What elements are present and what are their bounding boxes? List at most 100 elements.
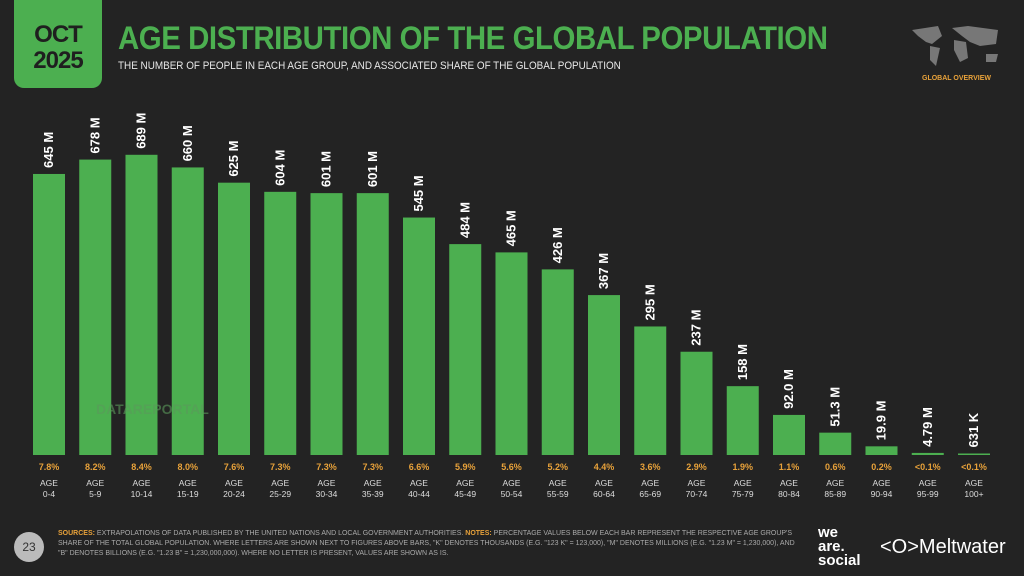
- age-category-label: 85-89: [824, 489, 846, 499]
- bar-90-94: [865, 446, 898, 455]
- share-label: 1.1%: [779, 462, 800, 472]
- age-prefix-label: AGE: [410, 478, 428, 488]
- value-label: 545 M: [411, 175, 426, 211]
- age-category-label: 50-54: [501, 489, 523, 499]
- share-label: 7.8%: [39, 462, 60, 472]
- age-category-label: 15-19: [177, 489, 199, 499]
- value-label: 631 K: [966, 412, 981, 447]
- value-label: 660 M: [180, 125, 195, 161]
- age-category-label: 75-79: [732, 489, 754, 499]
- age-category-label: 100+: [964, 489, 983, 499]
- age-category-label: 10-14: [131, 489, 153, 499]
- sources-label: SOURCES:: [58, 530, 95, 537]
- age-prefix-label: AGE: [641, 478, 659, 488]
- value-label: 92.0 M: [781, 369, 796, 409]
- value-label: 295 M: [642, 284, 657, 320]
- value-label: 426 M: [550, 227, 565, 263]
- datareportal-watermark: DATAREPORTAL: [96, 401, 209, 417]
- share-label: <0.1%: [961, 462, 987, 472]
- section-label: GLOBAL OVERVIEW: [922, 75, 991, 82]
- value-label: 625 M: [226, 141, 241, 177]
- value-label: 678 M: [87, 117, 102, 153]
- age-category-label: 95-99: [917, 489, 939, 499]
- bar-75-79: [726, 386, 759, 455]
- date-month: OCT: [34, 21, 83, 48]
- value-label: 484 M: [457, 202, 472, 238]
- age-category-label: 20-24: [223, 489, 245, 499]
- age-category-label: 30-34: [316, 489, 338, 499]
- bar-95-99: [911, 452, 944, 455]
- value-label: 601 M: [365, 151, 380, 187]
- date-badge: OCT 2025: [14, 0, 102, 88]
- value-label: 237 M: [689, 310, 704, 346]
- bar-5-9: [79, 159, 112, 456]
- value-label: 645 M: [41, 132, 56, 168]
- value-label: 604 M: [272, 150, 287, 186]
- share-label: 6.6%: [409, 462, 430, 472]
- share-label: 7.3%: [362, 462, 383, 472]
- share-label: 0.6%: [825, 462, 846, 472]
- bar-55-59: [541, 269, 574, 455]
- age-category-label: 90-94: [871, 489, 893, 499]
- age-category-label: 35-39: [362, 489, 384, 499]
- age-category-label: 70-74: [686, 489, 708, 499]
- bar-45-49: [449, 244, 482, 455]
- value-label: 601 M: [319, 151, 334, 187]
- share-label: 0.2%: [871, 462, 892, 472]
- share-label: 5.6%: [501, 462, 522, 472]
- notes-text: PERCENTAGE VALUES BELOW EACH BAR REPRESE…: [58, 530, 795, 557]
- age-prefix-label: AGE: [780, 478, 798, 488]
- share-label: 1.9%: [732, 462, 753, 472]
- bar-85-89: [819, 432, 852, 455]
- age-prefix-label: AGE: [826, 478, 844, 488]
- bar-15-19: [171, 167, 204, 455]
- age-category-label: 40-44: [408, 489, 430, 499]
- share-label: 2.9%: [686, 462, 707, 472]
- age-category-label: 80-84: [778, 489, 800, 499]
- share-label: 5.2%: [547, 462, 568, 472]
- share-label: 7.3%: [270, 462, 291, 472]
- age-prefix-label: AGE: [225, 478, 243, 488]
- world-map-icon: [912, 26, 998, 66]
- bar-80-84: [773, 414, 805, 455]
- value-label: 689 M: [134, 113, 149, 149]
- age-prefix-label: AGE: [133, 478, 151, 488]
- age-category-label: 65-69: [639, 489, 661, 499]
- share-label: 4.4%: [594, 462, 615, 472]
- age-prefix-label: AGE: [40, 478, 58, 488]
- bar-35-39: [356, 193, 389, 455]
- share-label: 5.9%: [455, 462, 476, 472]
- age-category-label: 45-49: [454, 489, 476, 499]
- bar-40-44: [403, 217, 435, 455]
- age-category-label: 25-29: [269, 489, 291, 499]
- age-category-label: 55-59: [547, 489, 569, 499]
- footer-notes: SOURCES: EXTRAPOLATIONS OF DATA PUBLISHE…: [58, 529, 798, 559]
- age-prefix-label: AGE: [965, 478, 983, 488]
- value-label: 158 M: [735, 344, 750, 380]
- bar-0-4: [33, 173, 65, 455]
- bar-50-54: [495, 252, 528, 455]
- bar-65-69: [634, 326, 667, 455]
- value-label: 465 M: [504, 210, 519, 246]
- page-subtitle: THE NUMBER OF PEOPLE IN EACH AGE GROUP, …: [118, 60, 621, 72]
- sources-text: EXTRAPOLATIONS OF DATA PUBLISHED BY THE …: [96, 530, 464, 537]
- age-category-label: 0-4: [43, 489, 56, 499]
- share-label: <0.1%: [915, 462, 941, 472]
- meltwater-logo: <O>Meltwater: [880, 536, 1006, 558]
- age-prefix-label: AGE: [456, 478, 474, 488]
- notes-label: NOTES:: [465, 530, 492, 537]
- age-prefix-label: AGE: [86, 478, 104, 488]
- page-title: AGE DISTRIBUTION OF THE GLOBAL POPULATIO…: [118, 20, 828, 56]
- share-label: 7.6%: [224, 462, 245, 472]
- value-label: 4.79 M: [920, 407, 935, 447]
- value-label: 19.9 M: [874, 401, 889, 441]
- age-prefix-label: AGE: [734, 478, 752, 488]
- we-are-social-logo: we are. social: [818, 524, 861, 569]
- page-number: 23: [14, 532, 44, 562]
- age-prefix-label: AGE: [271, 478, 289, 488]
- share-label: 8.4%: [131, 462, 152, 472]
- value-label: 367 M: [596, 253, 611, 289]
- age-prefix-label: AGE: [595, 478, 613, 488]
- age-prefix-label: AGE: [919, 478, 937, 488]
